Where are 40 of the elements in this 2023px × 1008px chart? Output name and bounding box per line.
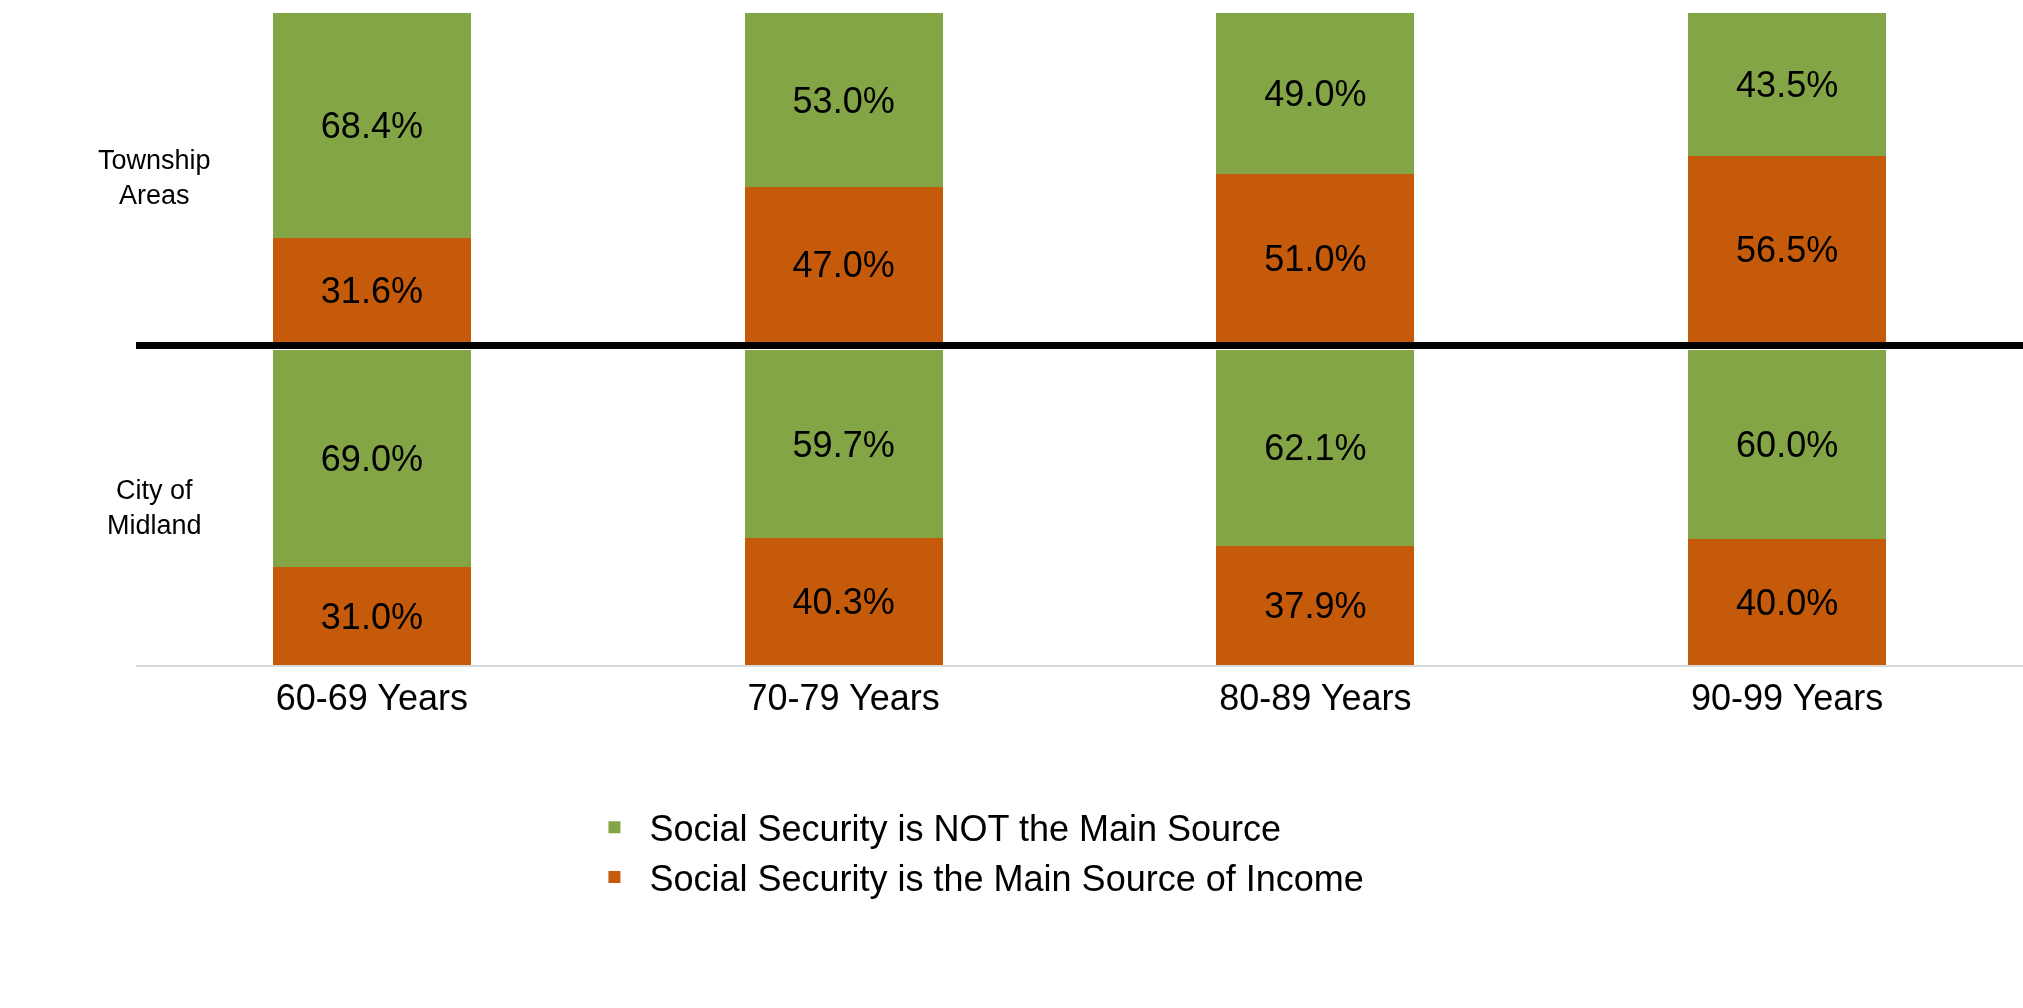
data-label: 59.7% — [792, 423, 895, 465]
bar — [1216, 350, 1415, 546]
legend-label: Social Security is the Main Source of Income — [649, 858, 1364, 900]
data-label: 56.5% — [1736, 228, 1839, 270]
bar — [1688, 539, 1887, 665]
x-tick-label: 90-99 Years — [1691, 677, 1884, 719]
data-label: 31.0% — [320, 595, 423, 637]
bar — [1216, 545, 1415, 665]
bar — [1688, 13, 1887, 157]
bar — [744, 350, 943, 539]
y-axis-title: City of Midland — [107, 475, 202, 541]
bar — [1216, 13, 1415, 175]
y-axis-title: Township Areas — [98, 145, 211, 211]
bar — [744, 13, 943, 188]
bar — [1216, 174, 1415, 342]
x-tick-label: 60-69 Years — [275, 677, 468, 719]
data-label: 51.0% — [1264, 237, 1367, 279]
data-label: 69.0% — [320, 438, 423, 480]
bar — [272, 238, 471, 342]
data-label: 49.0% — [1264, 73, 1367, 115]
bar — [1688, 350, 1887, 539]
bar — [744, 538, 943, 665]
data-label: 37.9% — [1264, 584, 1367, 626]
data-label: 53.0% — [792, 79, 895, 121]
data-label: 68.4% — [320, 105, 423, 147]
x-tick-label: 70-79 Years — [747, 677, 940, 719]
bar — [1688, 156, 1887, 342]
bar — [272, 350, 471, 568]
data-label: 62.1% — [1264, 427, 1367, 469]
data-label: 47.0% — [792, 244, 895, 286]
bar — [272, 13, 471, 239]
bar — [272, 567, 471, 665]
x-tick-label: 80-89 Years — [1219, 677, 1412, 719]
data-label: 43.5% — [1736, 64, 1839, 106]
data-label: 40.0% — [1736, 581, 1839, 623]
data-label: 60.0% — [1736, 424, 1839, 465]
data-label: 31.6% — [320, 269, 423, 311]
bar — [744, 187, 943, 342]
data-label: 40.3% — [792, 581, 895, 623]
legend-label: Social Security is NOT the Main Source — [649, 808, 1282, 850]
